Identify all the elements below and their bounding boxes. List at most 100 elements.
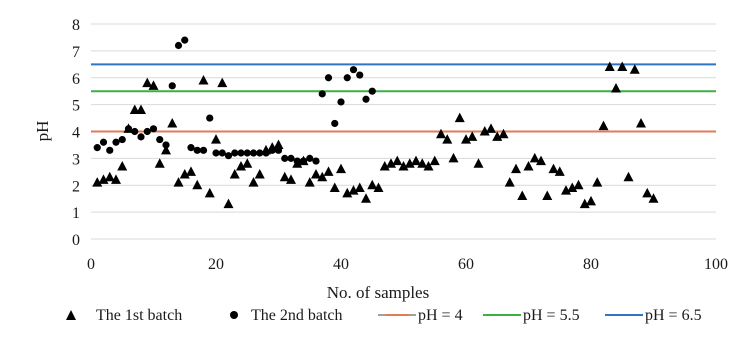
point-batch2-8 — [143, 127, 151, 136]
legend-label-ph55: pH = 5.5 — [523, 307, 580, 324]
point-batch2-14 — [181, 36, 189, 44]
point-batch1-72 — [542, 190, 553, 200]
data-points — [92, 36, 659, 209]
point-batch2-34 — [306, 154, 314, 162]
point-batch2-23 — [237, 149, 245, 157]
point-batch2-32 — [293, 157, 301, 165]
point-batch1-12 — [167, 117, 178, 128]
legend-marker-1st-batch — [66, 310, 76, 320]
point-batch1-9 — [148, 80, 159, 90]
point-batch2-16 — [193, 146, 201, 154]
x-axis-title: No. of samples — [327, 283, 429, 302]
point-batch2-25 — [249, 149, 258, 157]
point-batch2-20 — [218, 149, 226, 157]
point-batch1-81 — [598, 120, 609, 131]
point-batch2-0 — [93, 144, 101, 152]
point-batch1-48 — [392, 155, 403, 166]
point-batch1-41 — [348, 185, 359, 195]
point-batch1-74 — [554, 166, 565, 176]
point-batch1-49 — [398, 160, 409, 171]
point-batch2-27 — [262, 149, 270, 157]
point-batch2-15 — [187, 144, 195, 152]
point-batch2-1 — [99, 138, 108, 146]
y-tick-label-2: 2 — [72, 178, 80, 195]
point-batch1-42 — [354, 182, 365, 192]
point-batch1-31 — [286, 174, 296, 184]
point-batch2-9 — [149, 125, 158, 133]
point-batch1-40 — [342, 187, 353, 198]
point-batch1-35 — [311, 169, 321, 179]
point-batch1-71 — [536, 155, 546, 166]
point-batch2-4 — [118, 135, 126, 144]
point-batch1-82 — [604, 61, 615, 71]
point-batch1-29 — [273, 139, 284, 149]
point-batch1-70 — [529, 152, 540, 163]
point-batch1-43 — [361, 193, 371, 203]
point-batch1-55 — [436, 128, 446, 139]
point-batch2-7 — [137, 133, 145, 141]
point-batch1-20 — [217, 77, 228, 88]
y-tick-label-6: 6 — [72, 71, 80, 88]
point-batch2-17 — [199, 146, 208, 154]
point-batch2-28 — [268, 146, 276, 154]
y-tick-label-4: 4 — [72, 125, 80, 142]
point-batch2-5 — [124, 125, 133, 133]
point-batch1-10 — [154, 158, 165, 168]
legend-marker-2nd-batch — [230, 311, 238, 319]
point-batch1-54 — [429, 155, 440, 166]
point-batch1-68 — [517, 190, 528, 200]
point-batch1-60 — [467, 131, 478, 141]
point-batch1-61 — [473, 158, 484, 168]
point-batch2-26 — [256, 149, 264, 157]
legend-label-2nd-batch: The 2nd batch — [251, 307, 343, 324]
point-batch1-85 — [623, 171, 634, 182]
legend-label-1st-batch: The 1st batch — [96, 307, 182, 324]
point-batch2-35 — [312, 157, 320, 165]
point-batch2-2 — [106, 146, 114, 154]
reference-lines — [91, 63, 716, 133]
point-batch1-64 — [492, 131, 503, 141]
y-axis-title: pH — [33, 121, 52, 142]
x-tick-label-20: 20 — [208, 256, 224, 273]
point-batch1-16 — [192, 179, 203, 190]
x-tick-label-40: 40 — [333, 256, 349, 273]
point-batch1-21 — [223, 198, 234, 209]
point-batch2-13 — [174, 41, 183, 50]
point-batch2-39 — [337, 98, 345, 106]
x-tick-label-60: 60 — [458, 256, 474, 273]
point-batch1-76 — [567, 182, 578, 192]
point-batch1-14 — [179, 169, 190, 179]
legend-label-ph4: pH = 4 — [418, 307, 463, 324]
point-batch1-87 — [636, 117, 646, 128]
legend-label-ph65: pH = 6.5 — [645, 307, 702, 324]
point-batch1-67 — [511, 163, 521, 174]
point-batch1-56 — [442, 134, 453, 144]
point-batch2-42 — [356, 71, 364, 79]
point-batch1-88 — [642, 187, 653, 198]
point-batch2-22 — [231, 149, 239, 157]
x-tick-label-100: 100 — [704, 256, 728, 273]
point-batch2-6 — [131, 127, 139, 136]
point-batch1-57 — [448, 152, 459, 163]
point-batch1-47 — [386, 158, 396, 168]
point-batch1-51 — [411, 155, 421, 166]
y-tick-label-1: 1 — [72, 205, 80, 222]
point-batch1-53 — [423, 160, 434, 171]
point-batch1-59 — [461, 134, 471, 144]
point-batch2-3 — [112, 138, 120, 146]
y-tick-label-8: 8 — [72, 17, 80, 34]
point-batch1-7 — [136, 104, 146, 114]
x-tick-label-0: 0 — [87, 256, 95, 273]
point-batch1-69 — [523, 160, 534, 171]
point-batch1-34 — [304, 177, 315, 187]
point-batch1-52 — [417, 158, 428, 168]
point-batch1-73 — [548, 163, 559, 174]
point-batch2-21 — [224, 152, 233, 160]
point-batch1-63 — [486, 123, 496, 133]
y-tick-label-3: 3 — [72, 151, 80, 168]
point-batch1-0 — [92, 177, 103, 187]
point-batch1-1 — [98, 174, 109, 184]
point-batch1-38 — [329, 182, 340, 192]
point-batch1-22 — [229, 169, 240, 179]
